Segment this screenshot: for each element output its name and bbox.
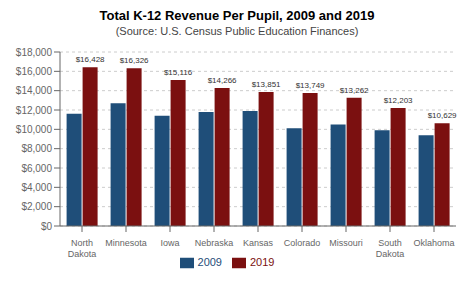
svg-text:Kansas: Kansas <box>243 238 274 248</box>
html-text:Total K-12 Revenue Per Pupil,: Total K-12 Revenue Per Pupil, 2009 and 2… <box>99 8 375 23</box>
svg-text:$4,000: $4,000 <box>21 182 52 193</box>
svg-text:$16,000: $16,000 <box>16 66 53 77</box>
svg-text:$0: $0 <box>41 221 53 232</box>
svg-text:NorthDakota: NorthDakota <box>68 238 97 259</box>
svg-text:$13,262: $13,262 <box>340 86 369 95</box>
svg-text:$16,428: $16,428 <box>76 55 105 64</box>
svg-text:$16,326: $16,326 <box>120 56 149 65</box>
svg-text:Missouri: Missouri <box>329 238 363 248</box>
svg-text:$8,000: $8,000 <box>21 143 52 154</box>
svg-text:$14,266: $14,266 <box>208 76 237 85</box>
svg-text:$12,203: $12,203 <box>384 96 413 105</box>
svg-text:Minnesota: Minnesota <box>105 238 147 248</box>
svg-text:$12,000: $12,000 <box>16 105 53 116</box>
svg-text:Nebraska: Nebraska <box>195 238 234 248</box>
svg-text:$10,000: $10,000 <box>16 124 53 135</box>
svg-text:$13,851: $13,851 <box>252 80 281 89</box>
svg-text:Colorado: Colorado <box>284 238 321 248</box>
html-text:(Source: U.S. Census Public Ed: (Source: U.S. Census Public Education Fi… <box>115 25 359 37</box>
svg-text:SouthDakota: SouthDakota <box>376 238 405 259</box>
svg-text:$13,749: $13,749 <box>296 81 325 90</box>
svg-text:$2,000: $2,000 <box>21 201 52 212</box>
html-text:2009: 2009 <box>197 256 222 268</box>
svg-text:$14,000: $14,000 <box>16 85 53 96</box>
svg-text:$10,629: $10,629 <box>428 111 457 120</box>
svg-text:Iowa: Iowa <box>160 238 179 248</box>
svg-text:$6,000: $6,000 <box>21 163 52 174</box>
svg-text:$18,000: $18,000 <box>16 47 53 58</box>
html-text:2019: 2019 <box>250 256 275 268</box>
svg-text:Oklahoma: Oklahoma <box>413 238 454 248</box>
svg-text:$15,116: $15,116 <box>164 68 193 77</box>
